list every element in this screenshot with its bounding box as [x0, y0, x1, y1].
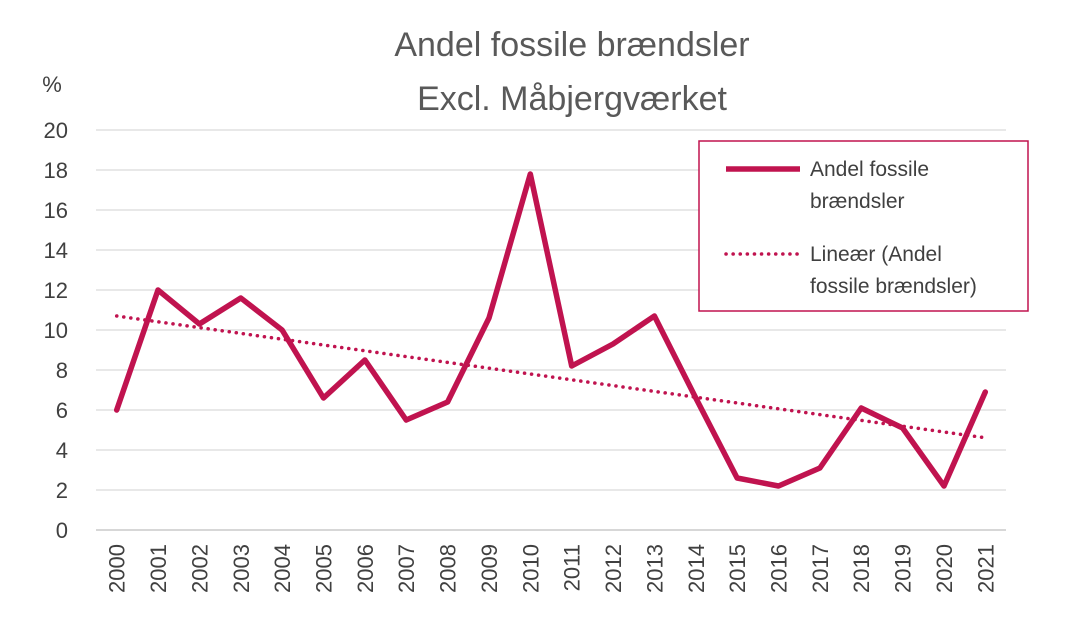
x-tick-label: 2009 [477, 544, 502, 593]
x-tick-label: 2004 [270, 544, 295, 593]
chart-title: Andel fossile brændsler [394, 26, 749, 64]
legend: Andel fossile brændsler Lineær (Andel fossi… [698, 140, 1029, 312]
data-series-line [113, 171, 989, 489]
series-lines [113, 171, 989, 489]
x-tick-label: 2020 [932, 544, 957, 593]
x-tick-label: 2018 [849, 544, 874, 593]
x-tick-label: 2021 [973, 544, 998, 593]
y-tick-label: 8 [56, 358, 68, 383]
x-tick-label: 2007 [394, 544, 419, 593]
x-tick-label: 2005 [312, 544, 337, 593]
x-tick-label: 2003 [229, 544, 254, 593]
y-tick-label: 6 [56, 398, 68, 423]
x-tick-label: 2011 [560, 544, 585, 591]
x-axis-ticks: 2000 2001 2002 2003 2004 2005 2006 2007 2008 2009… [105, 544, 999, 593]
x-tick-label: 2006 [353, 544, 378, 593]
y-tick-label: 14 [44, 238, 68, 263]
x-tick-label: 2019 [891, 544, 916, 593]
legend-label: Andel fossile [810, 158, 929, 181]
x-tick-label: 2001 [146, 544, 171, 593]
x-tick-label: 2013 [642, 544, 667, 593]
y-tick-label: 20 [44, 118, 68, 143]
x-tick-label: 2008 [436, 544, 461, 593]
legend-label: brændsler [810, 190, 905, 213]
x-tick-label: 2016 [767, 544, 792, 593]
chart-subtitle: Excl. Måbjergværket [417, 80, 727, 118]
y-tick-label: 2 [56, 478, 68, 503]
legend-label: Lineær (Andel [810, 243, 942, 266]
y-tick-label: 0 [56, 518, 68, 543]
x-tick-label: 2014 [684, 544, 709, 593]
y-tick-label: 10 [44, 318, 68, 343]
x-tick-label: 2012 [601, 544, 626, 593]
x-tick-label: 2010 [518, 544, 543, 593]
y-axis-ticks: 0 2 4 6 8 10 12 14 16 18 20 [44, 118, 68, 543]
x-tick-label: 2015 [725, 544, 750, 593]
legend-label: fossile brændsler) [810, 275, 977, 298]
x-tick-label: 2000 [105, 544, 130, 593]
x-tick-label: 2017 [808, 544, 833, 593]
trendline-series [114, 314, 988, 440]
y-tick-label: 12 [44, 278, 68, 303]
y-tick-label: 16 [44, 198, 68, 223]
x-tick-label: 2002 [187, 544, 212, 593]
y-tick-label: 4 [56, 438, 68, 463]
y-axis-unit-label: % [42, 72, 62, 97]
y-tick-label: 18 [44, 158, 68, 183]
